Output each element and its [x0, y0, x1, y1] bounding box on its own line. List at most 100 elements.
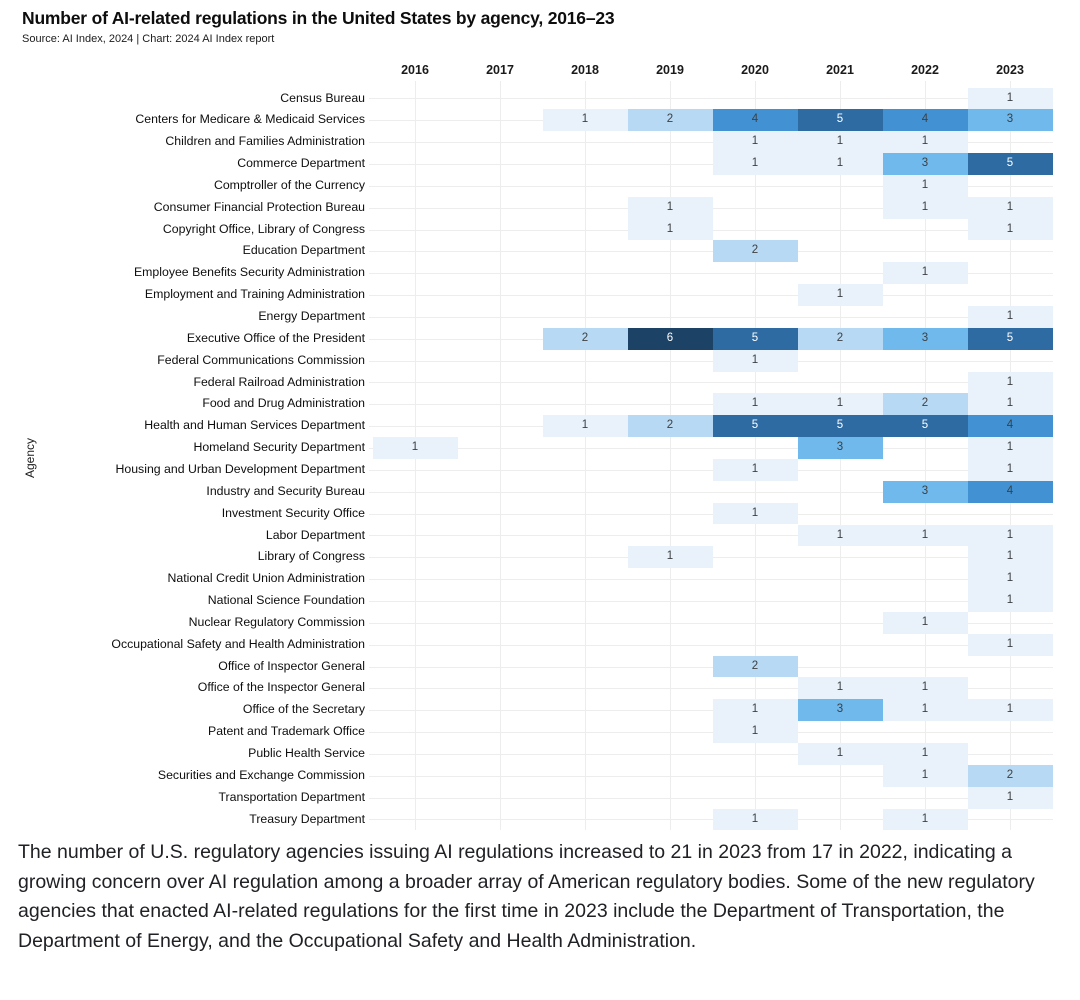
horizontal-gridline: [368, 644, 1053, 646]
y-tick-label-agency: Office of Inspector General: [218, 658, 365, 673]
horizontal-gridline: [368, 622, 1053, 624]
horizontal-gridline: [368, 295, 1053, 297]
heatmap-cell: 1: [712, 721, 798, 743]
caption-text: The number of U.S. regulatory agencies i…: [18, 841, 1035, 952]
heatmap-cell: 1: [967, 87, 1053, 110]
x-tick-label-2023: 2023: [996, 63, 1024, 77]
y-tick-label-agency: Nuclear Regulatory Commission: [188, 614, 365, 629]
horizontal-gridline: [368, 448, 1053, 450]
y-tick-label-agency: Comptroller of the Currency: [213, 177, 365, 192]
heatmap-cell: 1: [967, 218, 1053, 241]
y-tick-label-agency: Census Bureau: [280, 90, 365, 105]
heatmap-cell: 4: [967, 415, 1053, 438]
heatmap-cell: 1: [712, 808, 798, 831]
y-tick-label-agency: Office of the Inspector General: [197, 680, 365, 695]
vertical-gridline: [585, 80, 586, 831]
y-tick-label-agency: Consumer Financial Protection Bureau: [153, 199, 365, 214]
heatmap-cell: 1: [967, 633, 1053, 656]
y-tick-label-agency: Executive Office of the President: [186, 330, 365, 345]
y-tick-label-agency: Children and Families Administration: [165, 134, 365, 149]
heatmap-cell: 2: [712, 240, 798, 263]
heatmap-cell: 3: [967, 109, 1053, 132]
heatmap-cell: 1: [882, 524, 968, 547]
heatmap-cell: 1: [967, 786, 1053, 809]
heatmap-cell: 1: [712, 131, 798, 154]
heatmap-cell: 3: [882, 327, 968, 350]
x-tick-label-2021: 2021: [826, 63, 854, 77]
heatmap-cell: 1: [882, 196, 968, 219]
y-tick-label-agency: Employee Benefits Security Administratio…: [133, 265, 365, 280]
horizontal-gridline: [368, 600, 1053, 602]
heatmap-cell: 2: [627, 415, 713, 438]
heatmap-cell: 3: [797, 437, 883, 459]
y-tick-label-agency: Investment Security Office: [221, 505, 365, 520]
heatmap-cell: 1: [712, 153, 798, 175]
y-tick-label-agency: Securities and Exchange Commission: [157, 767, 365, 782]
horizontal-gridline: [368, 185, 1053, 187]
heatmap-cell: 1: [882, 699, 968, 722]
heatmap-cell: 1: [372, 437, 458, 459]
heatmap-cell: 1: [797, 153, 883, 175]
y-tick-label-agency: Library of Congress: [257, 549, 365, 564]
heatmap-cell: 1: [712, 502, 798, 525]
y-tick-label-agency: Employment and Training Administration: [144, 287, 365, 302]
horizontal-gridline: [368, 688, 1053, 690]
horizontal-gridline: [368, 360, 1053, 362]
y-tick-label-agency: Industry and Security Bureau: [206, 483, 365, 498]
horizontal-gridline: [368, 163, 1053, 165]
heatmap-cell: 5: [882, 415, 968, 438]
heatmap-cell: 3: [797, 699, 883, 722]
heatmap-cell: 1: [967, 568, 1053, 591]
heatmap-cell: 5: [712, 415, 798, 438]
y-tick-label-agency: Homeland Security Department: [193, 440, 365, 455]
heatmap-cell: 6: [627, 327, 713, 350]
heatmap-cell: 1: [967, 393, 1053, 416]
heatmap-cell: 1: [712, 458, 798, 481]
vertical-gridline: [925, 80, 926, 831]
y-tick-label-agency: Labor Department: [265, 527, 365, 542]
horizontal-gridline: [368, 819, 1053, 821]
horizontal-gridline: [368, 98, 1053, 100]
y-tick-label-agency: National Science Foundation: [207, 593, 365, 608]
vertical-gridline: [755, 80, 756, 831]
y-tick-label-agency: Education Department: [242, 243, 365, 258]
y-tick-label-agency: Food and Drug Administration: [202, 396, 365, 411]
horizontal-gridline: [368, 513, 1053, 515]
heatmap-cell: 1: [967, 546, 1053, 569]
heatmap-cell: 1: [542, 109, 628, 132]
heatmap-cell: 1: [967, 371, 1053, 394]
x-tick-label-2017: 2017: [486, 63, 514, 77]
horizontal-gridline: [368, 710, 1053, 712]
heatmap-cell: 1: [797, 131, 883, 154]
y-tick-label-agency: Housing and Urban Development Department: [115, 461, 366, 476]
horizontal-gridline: [368, 579, 1053, 581]
y-tick-label-agency: Treasury Department: [249, 811, 365, 826]
heatmap-cell: 1: [967, 437, 1053, 459]
chart-source: Source: AI Index, 2024 | Chart: 2024 AI …: [22, 33, 275, 45]
heatmap-cell: 5: [797, 415, 883, 438]
horizontal-gridline: [368, 469, 1053, 471]
heatmap-cell: 1: [627, 218, 713, 241]
x-tick-label-2019: 2019: [656, 63, 684, 77]
y-tick-label-agency: Occupational Safety and Health Administr…: [111, 636, 365, 651]
heatmap-cell: 1: [712, 699, 798, 722]
heatmap-cell: 1: [967, 524, 1053, 547]
horizontal-gridline: [368, 273, 1053, 275]
horizontal-gridline: [368, 316, 1053, 318]
heatmap-cell: 1: [967, 590, 1053, 612]
horizontal-gridline: [368, 404, 1053, 406]
horizontal-gridline: [368, 142, 1053, 144]
heatmap-cell: 1: [797, 743, 883, 765]
horizontal-gridline: [368, 535, 1053, 537]
heatmap-cell: 2: [797, 327, 883, 350]
heatmap-cell: 1: [967, 306, 1053, 328]
x-tick-label-2022: 2022: [911, 63, 939, 77]
vertical-gridline: [670, 80, 671, 831]
x-tick-label-2016: 2016: [401, 63, 429, 77]
heatmap-cell: 2: [967, 764, 1053, 787]
horizontal-gridline: [368, 732, 1053, 734]
y-tick-label-agency: Federal Communications Commission: [157, 352, 365, 367]
y-tick-label-agency: Transportation Department: [218, 789, 366, 804]
heatmap-cell: 5: [967, 327, 1053, 350]
